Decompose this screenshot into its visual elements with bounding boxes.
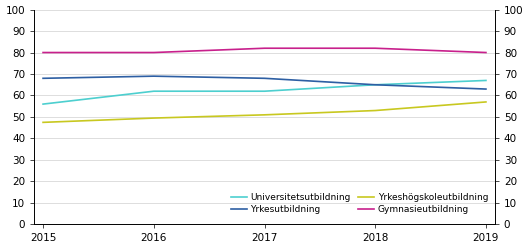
Line: Yrkesutbildning: Yrkesutbildning <box>43 76 486 89</box>
Gymnasieutbildning <box>261 47 268 50</box>
Legend: Universitetsutbildning, Yrkesutbildning, Yrkeshögskoleutbildning, Gymnasieutbild: Universitetsutbildning, Yrkesutbildning,… <box>229 191 490 216</box>
Yrkeshögskoleutbildning <box>372 109 378 112</box>
Yrkesutbildning <box>151 75 157 78</box>
Gymnasieutbildning <box>40 51 46 54</box>
Yrkeshögskoleutbildning <box>40 121 46 124</box>
Universitetsutbildning <box>372 83 378 86</box>
Universitetsutbildning <box>151 90 157 93</box>
Yrkesutbildning <box>483 88 489 91</box>
Universitetsutbildning <box>483 79 489 82</box>
Yrkeshögskoleutbildning <box>261 113 268 116</box>
Gymnasieutbildning <box>372 47 378 50</box>
Yrkeshögskoleutbildning <box>151 117 157 120</box>
Line: Gymnasieutbildning: Gymnasieutbildning <box>43 48 486 53</box>
Gymnasieutbildning <box>483 51 489 54</box>
Line: Universitetsutbildning: Universitetsutbildning <box>43 80 486 104</box>
Gymnasieutbildning <box>151 51 157 54</box>
Yrkesutbildning <box>261 77 268 80</box>
Universitetsutbildning <box>261 90 268 93</box>
Yrkeshögskoleutbildning <box>483 100 489 103</box>
Universitetsutbildning <box>40 103 46 106</box>
Yrkesutbildning <box>40 77 46 80</box>
Line: Yrkeshögskoleutbildning: Yrkeshögskoleutbildning <box>43 102 486 122</box>
Yrkesutbildning <box>372 83 378 86</box>
